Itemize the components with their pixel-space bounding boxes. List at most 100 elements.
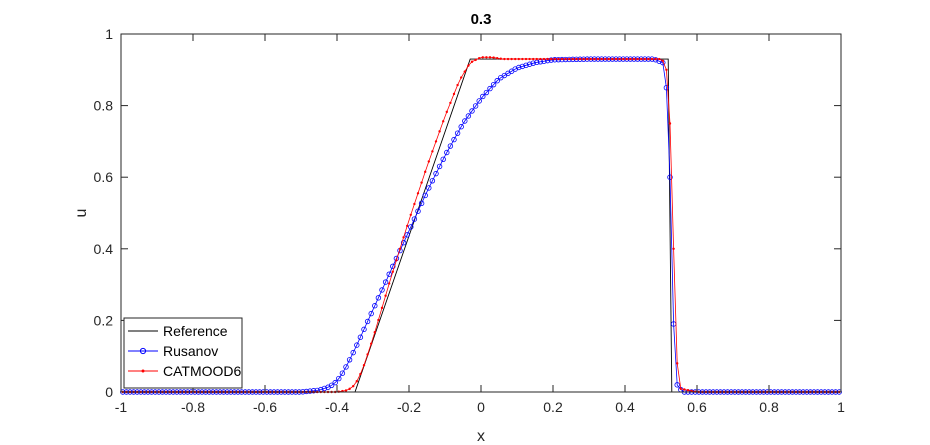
data-point [578, 57, 582, 61]
data-point [679, 387, 682, 390]
data-point [303, 388, 310, 395]
data-point [354, 342, 360, 348]
legend-entry-rusanov: Rusanov [128, 343, 218, 359]
data-point [492, 56, 495, 59]
data-point [530, 60, 536, 66]
data-point [447, 143, 454, 149]
data-point [593, 57, 596, 61]
data-point [524, 57, 528, 61]
data-point [350, 349, 356, 356]
data-point [395, 259, 398, 262]
data-point [494, 78, 500, 84]
data-point [546, 57, 549, 61]
data-point [686, 389, 690, 392]
legend: Reference Rusanov CATMOOD6 [123, 317, 243, 389]
data-point [462, 118, 468, 124]
data-point [384, 294, 387, 297]
data-point [548, 57, 554, 63]
data-point [328, 382, 335, 388]
data-point [614, 57, 618, 61]
data-point [366, 353, 369, 356]
legend-box [123, 317, 243, 389]
data-point [542, 57, 546, 61]
data-point [562, 56, 569, 63]
data-point [348, 387, 351, 391]
data-point [550, 57, 553, 61]
data-point [429, 178, 436, 184]
data-point [472, 103, 479, 109]
legend-marker [141, 369, 145, 373]
y-tick-label: 0.6 [94, 169, 114, 185]
x-axis-label: x [477, 428, 485, 445]
data-point [380, 306, 384, 310]
data-point [465, 113, 472, 119]
data-point [470, 60, 474, 63]
data-point [485, 56, 488, 59]
data-point [496, 56, 499, 60]
data-point [555, 56, 562, 63]
data-point [416, 192, 420, 195]
data-point [564, 57, 567, 61]
data-point [458, 124, 464, 130]
data-point [516, 64, 522, 71]
data-point [469, 108, 475, 114]
data-point [586, 57, 589, 61]
data-point [676, 362, 679, 365]
x-tick-label: -1 [115, 399, 128, 415]
data-point [672, 247, 675, 250]
data-point [343, 364, 349, 370]
data-point [355, 380, 358, 383]
data-point [307, 388, 313, 394]
data-point [415, 208, 421, 214]
data-point [420, 181, 423, 184]
x-tick-label: -0.2 [397, 399, 421, 415]
data-point [568, 57, 571, 61]
data-point [517, 57, 520, 61]
data-point [339, 370, 346, 376]
data-point [444, 149, 450, 156]
legend-label: Reference [163, 323, 228, 339]
data-point [402, 236, 405, 239]
data-point [377, 318, 380, 322]
data-point [589, 57, 592, 61]
data-point [456, 83, 459, 87]
data-point [408, 224, 414, 230]
data-point [526, 61, 533, 67]
data-point [440, 156, 446, 162]
y-axis-label: u [73, 209, 90, 218]
data-point [413, 202, 416, 206]
data-point [557, 57, 560, 61]
y-tick-label: 1 [105, 26, 113, 42]
data-point [370, 342, 373, 345]
data-point [400, 240, 407, 246]
data-point [488, 56, 492, 59]
data-point [434, 140, 438, 143]
data-point [636, 57, 639, 61]
data-point [521, 57, 524, 61]
x-tick-label: 0.4 [615, 399, 635, 415]
data-point [478, 56, 481, 60]
data-point [452, 92, 456, 96]
data-point [629, 57, 632, 61]
data-point [390, 263, 396, 270]
data-point [514, 57, 517, 61]
x-tick-label: 0.8 [759, 399, 779, 415]
data-point [388, 282, 391, 285]
data-point [411, 216, 418, 222]
data-point [404, 232, 410, 238]
data-point [379, 287, 385, 293]
data-point [442, 120, 445, 123]
data-point [652, 57, 659, 63]
data-point [668, 122, 672, 125]
legend-label: CATMOOD6 [163, 363, 242, 379]
data-point [539, 57, 542, 61]
data-point [654, 57, 657, 61]
data-point [382, 279, 389, 285]
data-point [553, 57, 556, 61]
data-point [499, 57, 502, 60]
data-point [362, 363, 366, 367]
x-tick-label: 0 [477, 399, 485, 415]
data-point [552, 57, 558, 63]
data-point [622, 57, 625, 61]
data-point [480, 93, 486, 100]
